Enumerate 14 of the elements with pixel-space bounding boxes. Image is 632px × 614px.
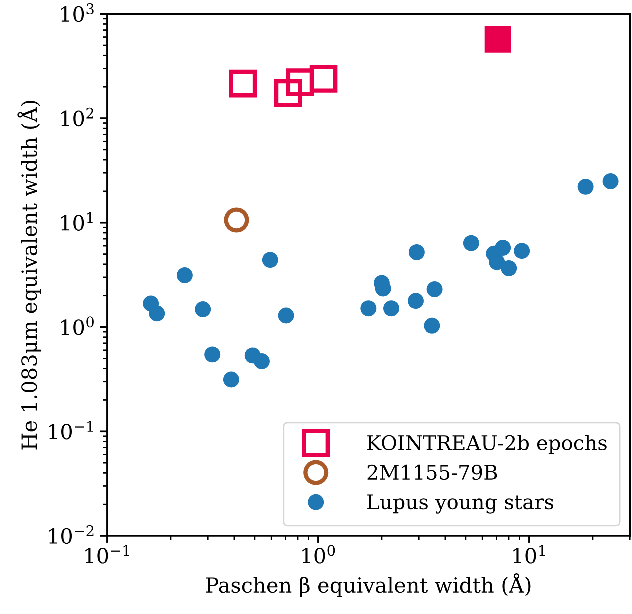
legend-label: Lupus young stars: [368, 494, 554, 514]
y-tick-label: 10$^{2}$: [62, 108, 94, 127]
y-tick-label: 10$^{0}$: [62, 316, 94, 336]
y-axis-title: He 1.083μm equivalent width (Å): [18, 100, 42, 450]
legend-label: KOINTREAU-2b epochs: [368, 434, 607, 454]
x-tick-label: 10$^{0}$: [302, 545, 336, 564]
x-tick-label: 10$^{−1}$: [86, 545, 130, 564]
legend-label: 2M1155-79B: [368, 464, 498, 480]
y-tick-label: 10$^{−1}$: [49, 421, 94, 440]
y-tick-label: 10$^{1}$: [62, 212, 93, 231]
x-tick-label: 10$^{1}$: [514, 545, 546, 564]
y-tick-label: 10$^{−2}$: [49, 525, 94, 544]
x-axis-title: Paschen β equivalent width (Å): [206, 574, 531, 598]
y-tick-label: 10$^{3}$: [62, 3, 94, 22]
